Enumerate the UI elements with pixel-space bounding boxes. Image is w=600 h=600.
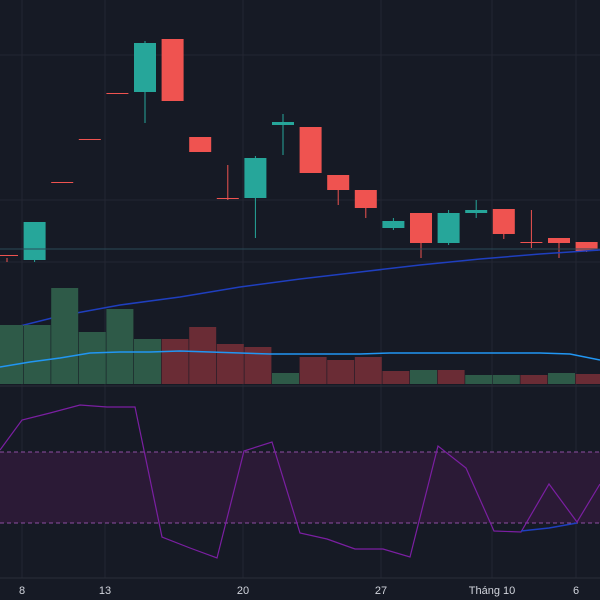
rsi-band — [0, 452, 600, 523]
volume-bar[interactable] — [382, 371, 410, 384]
candle-body[interactable] — [465, 210, 488, 213]
candle-body[interactable] — [78, 139, 101, 140]
volume-bar[interactable] — [410, 370, 437, 384]
candle-body[interactable] — [272, 122, 294, 125]
x-axis-tick-label: 13 — [99, 585, 111, 597]
volume-bar[interactable] — [548, 373, 575, 384]
x-axis-tick-label: 6 — [573, 585, 579, 597]
candle-body[interactable] — [0, 255, 18, 256]
candle-body[interactable] — [382, 221, 405, 228]
volume-bar[interactable] — [189, 327, 217, 384]
volume-bar[interactable] — [272, 373, 299, 384]
volume-bar[interactable] — [492, 375, 520, 384]
candle-body[interactable] — [354, 190, 377, 208]
volume-bar[interactable] — [575, 374, 600, 384]
candle-body[interactable] — [548, 238, 570, 243]
rsi-line — [0, 404, 600, 559]
candle-body[interactable] — [492, 209, 515, 234]
candle-body[interactable] — [161, 39, 184, 101]
candle-body[interactable] — [410, 213, 432, 243]
x-axis-tick-label: Tháng 10 — [469, 585, 515, 597]
price-ma-line — [0, 249, 600, 332]
volume-bar[interactable] — [78, 332, 106, 384]
volume-bar[interactable] — [51, 288, 79, 384]
volume-bar[interactable] — [216, 344, 244, 384]
candle-body[interactable] — [437, 213, 460, 243]
candle-body[interactable] — [189, 137, 212, 152]
candle-body[interactable] — [327, 175, 350, 190]
candle-body[interactable] — [299, 127, 322, 173]
x-axis-tick-label: 20 — [237, 585, 249, 597]
candle-body[interactable] — [134, 43, 156, 92]
rsi-ma-line — [520, 522, 578, 532]
x-axis-tick-label: 8 — [19, 585, 25, 597]
candle-body[interactable] — [106, 93, 129, 94]
candle-body[interactable] — [520, 242, 543, 243]
volume-bar[interactable] — [299, 357, 327, 384]
candle-body[interactable] — [216, 198, 239, 199]
volume-bar[interactable] — [106, 309, 134, 384]
volume-bar[interactable] — [0, 325, 23, 384]
volume-bar[interactable] — [327, 360, 355, 384]
volume-bar[interactable] — [437, 370, 465, 384]
candle-body[interactable] — [23, 222, 46, 260]
volume-bar[interactable] — [23, 325, 51, 384]
candle-body[interactable] — [575, 242, 598, 251]
volume-bar[interactable] — [354, 357, 382, 384]
x-axis-tick-label: 27 — [375, 585, 387, 597]
candle-body[interactable] — [244, 158, 267, 198]
volume-bar[interactable] — [161, 339, 189, 384]
volume-bar[interactable] — [134, 339, 161, 384]
volume-bar[interactable] — [520, 375, 548, 384]
volume-bar[interactable] — [465, 375, 493, 384]
volume-ma-line — [0, 350, 600, 368]
candle-body[interactable] — [51, 182, 74, 183]
